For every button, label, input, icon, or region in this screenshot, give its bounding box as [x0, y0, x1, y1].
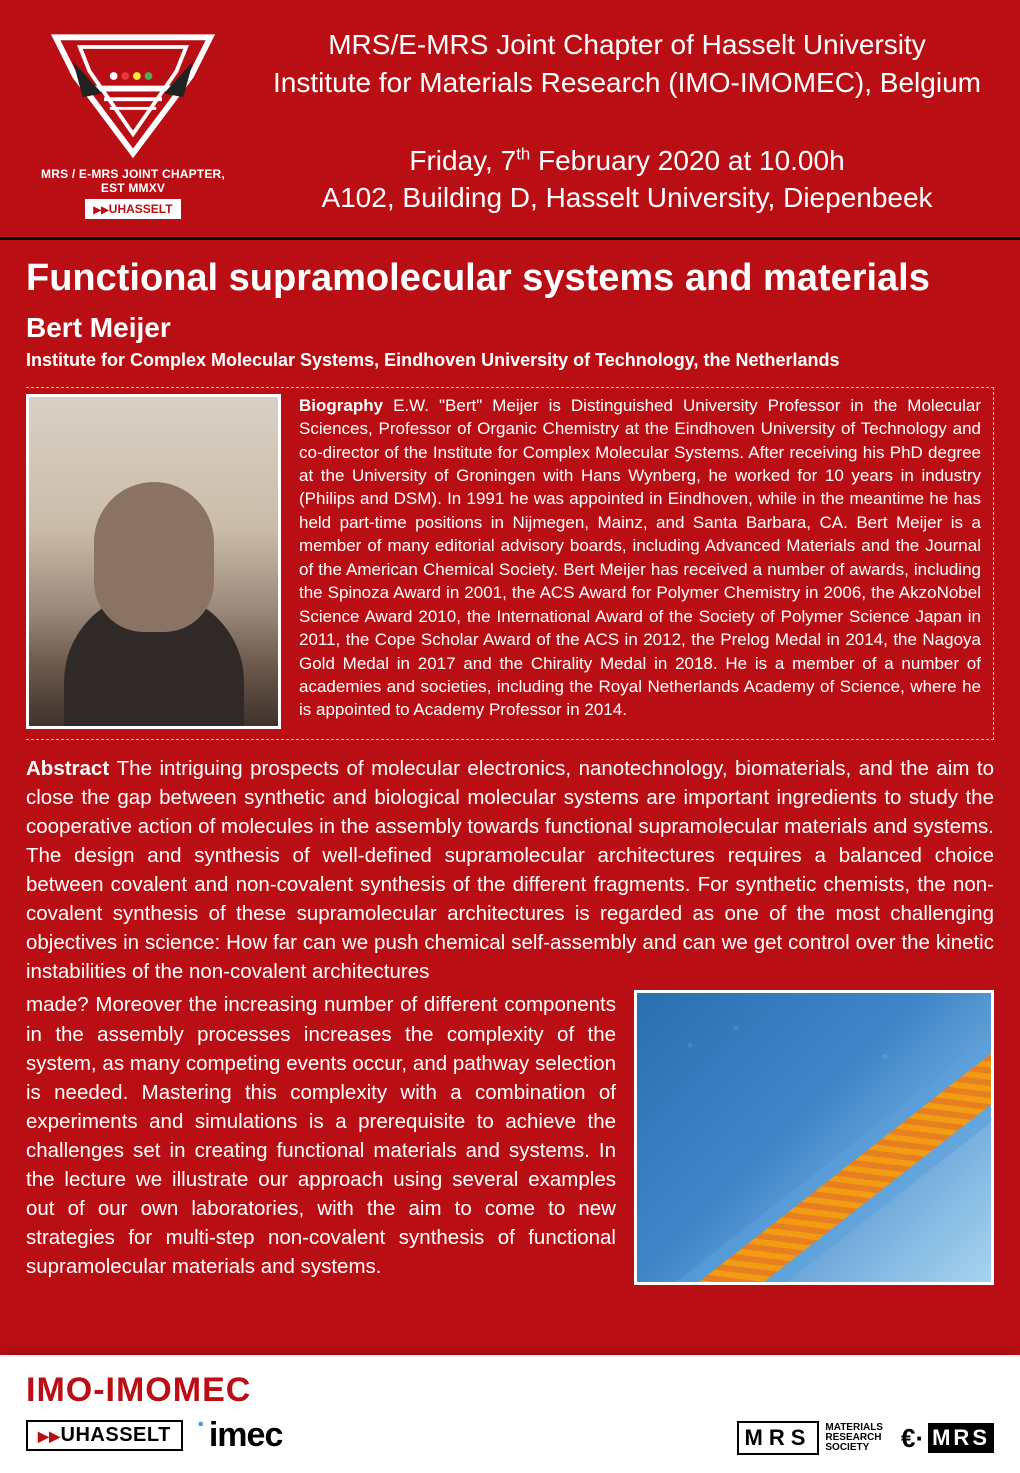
chapter-logo-icon	[33, 18, 233, 163]
chapter-logo-block: MRS / E-MRS JOINT CHAPTER, EST MMXV UHAS…	[28, 18, 238, 219]
imo-imomec-logo: IMO-IMOMEC	[26, 1371, 282, 1410]
event-location: A102, Building D, Hasselt University, Di…	[262, 179, 992, 217]
abstract-top: Abstract The intriguing prospects of mol…	[26, 754, 994, 987]
speaker-portrait	[26, 394, 281, 729]
footer: IMO-IMOMEC UHASSELT imec MRS MATERIALS R…	[0, 1355, 1020, 1473]
logo-caption-badge: UHASSELT	[85, 199, 180, 219]
biography-row: Biography E.W. "Bert" Meijer is Distingu…	[26, 387, 994, 740]
imec-logo: imec	[201, 1416, 283, 1455]
speaker-affiliation: Institute for Complex Molecular Systems,…	[26, 350, 994, 371]
euro-icon: €·	[901, 1423, 924, 1454]
mrs-box: MRS	[737, 1421, 820, 1455]
logo-caption-line1: MRS / E-MRS JOINT CHAPTER, EST MMXV	[28, 167, 238, 195]
abstract-bottom-text: made? Moreover the increasing number of …	[26, 990, 616, 1285]
mrs-sub-3: SOCIETY	[825, 1443, 883, 1453]
header-text: MRS/E-MRS Joint Chapter of Hasselt Unive…	[262, 18, 992, 219]
org-line2: Institute for Materials Research (IMO-IM…	[262, 64, 992, 102]
event-date: Friday, 7th February 2020 at 10.00h	[262, 142, 992, 180]
speaker-name: Bert Meijer	[26, 312, 994, 344]
biography-body: E.W. "Bert" Meijer is Distinguished Univ…	[299, 396, 981, 720]
abstract-top-text: The intriguing prospects of molecular el…	[26, 757, 994, 984]
footer-right: MRS MATERIALS RESEARCH SOCIETY €· MRS	[737, 1421, 995, 1455]
molecule-image	[634, 990, 994, 1285]
abstract-bottom-row: made? Moreover the increasing number of …	[26, 990, 994, 1285]
flyer-page: MRS / E-MRS JOINT CHAPTER, EST MMXV UHAS…	[0, 0, 1020, 1473]
main-content: Functional supramolecular systems and ma…	[0, 240, 1020, 1355]
header: MRS / E-MRS JOINT CHAPTER, EST MMXV UHAS…	[0, 0, 1020, 240]
emrs-box: MRS	[928, 1423, 994, 1453]
mrs-subtitle: MATERIALS RESEARCH SOCIETY	[825, 1423, 883, 1453]
emrs-logo: €· MRS	[901, 1423, 994, 1454]
org-line1: MRS/E-MRS Joint Chapter of Hasselt Unive…	[262, 26, 992, 64]
talk-title: Functional supramolecular systems and ma…	[26, 256, 994, 302]
biography-text: Biography E.W. "Bert" Meijer is Distingu…	[299, 394, 981, 729]
uhasselt-logo: UHASSELT	[26, 1420, 183, 1451]
footer-left: IMO-IMOMEC UHASSELT imec	[26, 1371, 282, 1455]
biography-lead: Biography	[299, 396, 393, 415]
mrs-logo: MRS MATERIALS RESEARCH SOCIETY	[737, 1421, 883, 1455]
abstract-lead: Abstract	[26, 757, 117, 780]
